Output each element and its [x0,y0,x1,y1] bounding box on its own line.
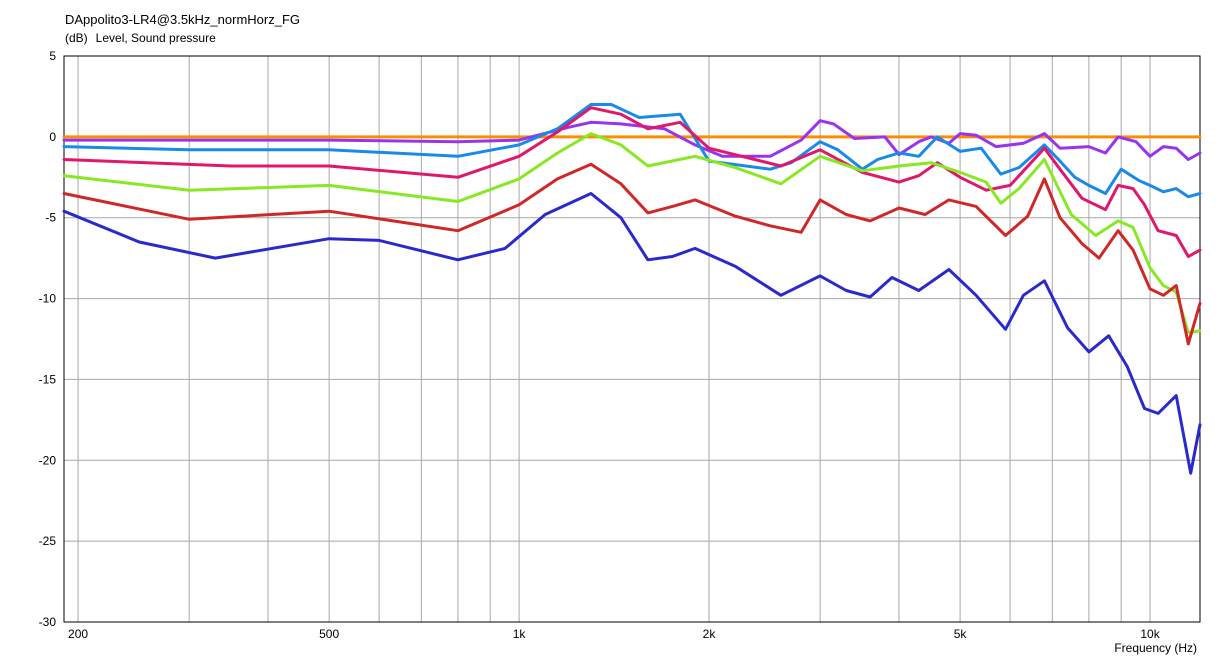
y-tick-label: 5 [49,49,56,63]
x-tick-labels: 200 500 1k 2k 5k 10k [68,627,1161,641]
series-group [62,103,1202,475]
x-tick-label: 10k [1140,627,1160,641]
series-line-2 [62,119,1202,161]
y-tick-label: -5 [45,211,56,225]
y-tick-label: -30 [39,615,57,629]
y-tick-label: -10 [39,292,57,306]
series-line-4 [62,106,1202,258]
x-tick-label: 200 [68,627,88,641]
y-axis-label: (dB) Level, Sound pressure [65,31,216,45]
x-tick-label: 5k [954,627,968,641]
y-tick-label: -15 [39,372,57,386]
y-tick-label: -25 [39,534,57,548]
plot-frame [63,55,1201,623]
series-line-6 [62,162,1202,346]
y-tick-label: 0 [49,130,56,144]
series-line-7 [62,192,1202,475]
x-tick-label: 500 [319,627,339,641]
x-axis-label: Frequency (Hz) [1114,641,1197,655]
y-axis-title: Level, Sound pressure [95,31,216,45]
chart-title: DAppolito3-LR4@3.5kHz_normHorz_FG [65,12,301,27]
y-tick-labels: 5 0 -5 -10 -15 -20 -25 -30 [39,49,57,629]
x-tick-label: 2k [703,627,717,641]
series-line-3 [62,103,1202,199]
x-tick-label: 1k [513,627,527,641]
y-tick-label: -20 [39,453,57,467]
y-axis-unit: (dB) [65,31,88,45]
series-line-5 [62,132,1202,334]
